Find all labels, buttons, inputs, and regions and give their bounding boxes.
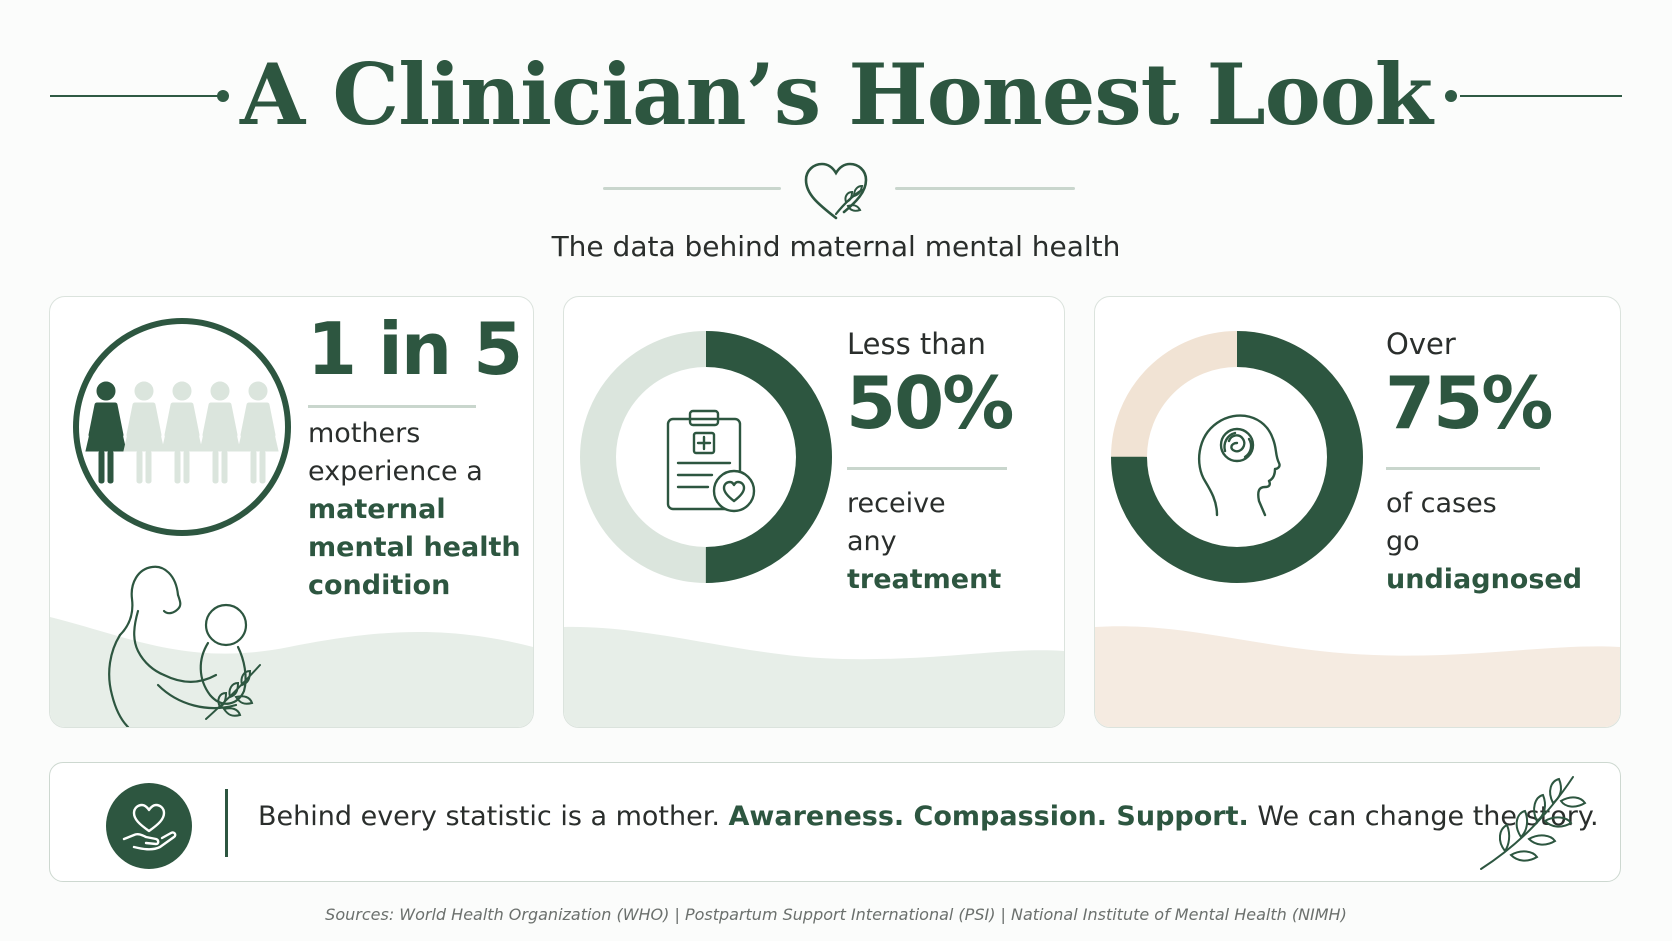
divider-row xyxy=(0,152,1672,222)
message-banner: Behind every statistic is a mother. Awar… xyxy=(49,762,1621,882)
stat-description: receive any treatment xyxy=(847,485,1057,599)
stat-card-1-in-5: 1 in 5 mothers experience a maternal men… xyxy=(49,296,534,728)
undiagnosed-donut-chart xyxy=(1111,331,1363,583)
stat-prefix: Over xyxy=(1386,327,1456,361)
footer-emphasis: Awareness. Compassion. Support. xyxy=(728,801,1249,832)
treatment-donut-chart xyxy=(580,331,832,583)
card-wave xyxy=(1095,626,1620,727)
stat-description: of cases go undiagnosed xyxy=(1386,485,1616,599)
leaf-sprig-icon xyxy=(205,664,261,720)
stat-text-plain: receive any xyxy=(847,488,946,557)
heart-hand-icon xyxy=(106,783,192,869)
stat-description: mothers experience a maternal mental hea… xyxy=(308,415,528,605)
stat-card-undiagnosed: Over 75% of cases go undiagnosed xyxy=(1094,296,1621,728)
page-title: A Clinician’s Honest Look xyxy=(240,45,1433,144)
title-line-right xyxy=(1460,95,1622,97)
stat-text-plain: of cases go xyxy=(1386,488,1497,557)
stat-value: 50% xyxy=(846,361,1014,445)
divider-line-right xyxy=(895,187,1075,190)
stat-rule xyxy=(1386,467,1540,470)
women-figures-icon xyxy=(73,318,291,536)
card-wave xyxy=(564,626,1064,727)
mother-baby-illustration xyxy=(108,565,248,727)
stat-card-treatment: Less than 50% receive any treatment xyxy=(563,296,1065,728)
stat-rule xyxy=(308,405,476,408)
title-line-left xyxy=(50,95,222,97)
footer-lead: Behind every statistic is a mother. xyxy=(258,801,720,832)
divider-line-left xyxy=(603,187,781,190)
stat-value: 75% xyxy=(1385,361,1553,445)
clipboard-heart-icon xyxy=(666,409,756,513)
title-row: A Clinician’s Honest Look xyxy=(0,40,1672,150)
title-dot-right xyxy=(1445,90,1457,102)
stat-rule xyxy=(847,467,1007,470)
heart-leaf-icon xyxy=(804,162,868,220)
stat-text-bold: maternal mental health condition xyxy=(308,494,521,601)
footer-message: Behind every statistic is a mother. Awar… xyxy=(258,801,1599,832)
sources-note: Sources: World Health Organization (WHO)… xyxy=(325,905,1347,924)
stat-text-bold: treatment xyxy=(847,564,1002,595)
title-dot-left xyxy=(217,90,229,102)
stat-text-plain: mothers experience a xyxy=(308,418,483,487)
stat-text-bold: undiagnosed xyxy=(1386,564,1583,595)
subtitle: The data behind maternal mental health xyxy=(551,230,1121,263)
head-flower-icon xyxy=(1198,414,1281,517)
stat-prefix: Less than xyxy=(847,327,986,361)
stat-value: 1 in 5 xyxy=(307,307,523,391)
card-wave xyxy=(50,617,533,727)
footer-divider xyxy=(225,789,228,857)
leaf-branch-icon xyxy=(1480,776,1587,870)
